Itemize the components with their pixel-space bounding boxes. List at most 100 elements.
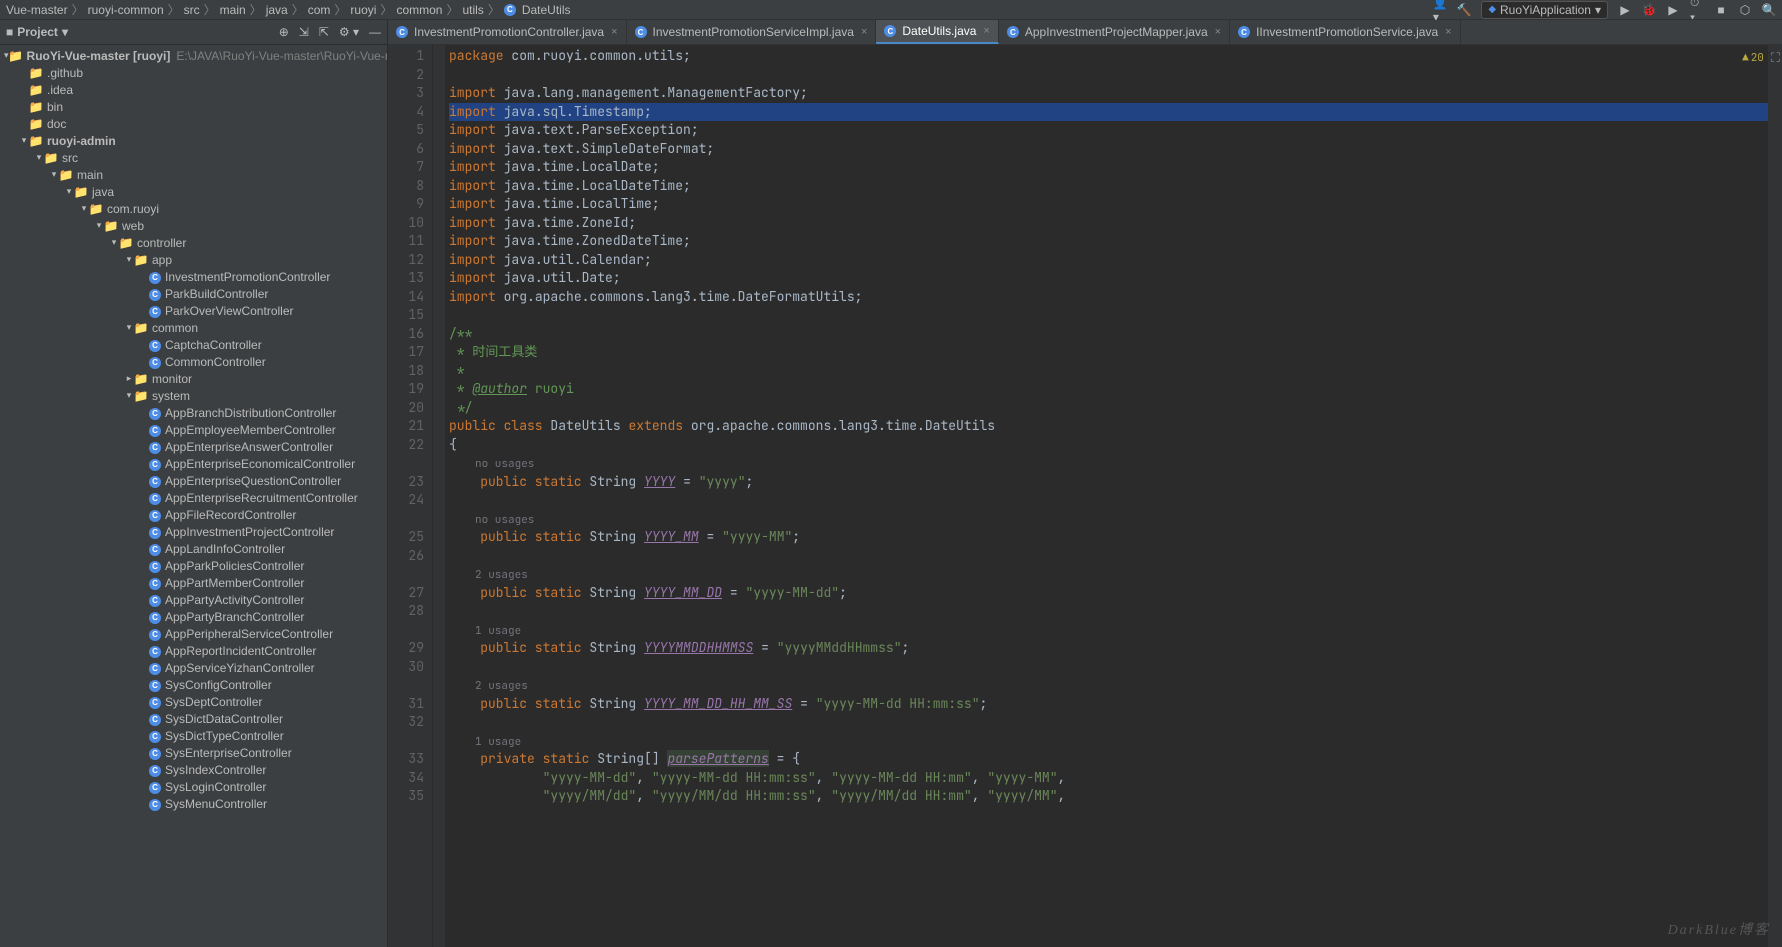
code-line[interactable]: { (449, 436, 1768, 455)
breadcrumb-item[interactable]: java (266, 3, 288, 17)
tree-row[interactable]: CAppEnterpriseAnswerController (0, 438, 387, 455)
project-title[interactable]: ■ Project ▾ (6, 25, 68, 39)
tree-row[interactable]: CAppPartyBranchController (0, 608, 387, 625)
tree-row[interactable]: CAppInvestmentProjectController (0, 523, 387, 540)
tree-arrow[interactable]: ▸ (124, 373, 134, 384)
code-line[interactable] (449, 491, 1768, 510)
tree-row[interactable]: CSysMenuController (0, 795, 387, 812)
expand-icon[interactable]: ⇲ (299, 25, 309, 39)
tree-arrow[interactable]: ▾ (124, 390, 134, 401)
code-line[interactable]: import java.text.ParseException; (449, 121, 1768, 140)
code-line[interactable]: public static String YYYY = "yyyy"; (449, 473, 1768, 492)
editor-tab[interactable]: CInvestmentPromotionController.java× (388, 20, 627, 44)
code-line[interactable] (449, 547, 1768, 566)
breadcrumb-item[interactable]: utils (462, 3, 483, 17)
code-line[interactable] (449, 602, 1768, 621)
tree-row[interactable]: CAppBranchDistributionController (0, 404, 387, 421)
breadcrumb-item[interactable]: com (308, 3, 331, 17)
close-icon[interactable]: × (861, 26, 867, 38)
breadcrumb-item[interactable]: common (396, 3, 442, 17)
tree-row[interactable]: CCaptchaController (0, 336, 387, 353)
build-icon[interactable]: 🔨 (1457, 3, 1471, 17)
tree-row[interactable]: CAppEnterpriseQuestionController (0, 472, 387, 489)
tree-row[interactable]: CInvestmentPromotionController (0, 268, 387, 285)
tree-row[interactable]: ▾📁ruoyi-admin (0, 132, 387, 149)
tree-row[interactable]: CCommonController (0, 353, 387, 370)
collapse-icon[interactable]: ⇱ (319, 25, 329, 39)
tree-row[interactable]: CAppPartMemberController (0, 574, 387, 591)
close-icon[interactable]: × (983, 25, 989, 37)
tree-row[interactable]: CAppParkPoliciesController (0, 557, 387, 574)
tree-row[interactable]: 📁bin (0, 98, 387, 115)
tree-arrow[interactable]: ▾ (49, 169, 59, 180)
code-line[interactable]: import java.util.Calendar; (449, 251, 1768, 270)
tree-row[interactable]: ▾📁app (0, 251, 387, 268)
tree-row[interactable]: CParkBuildController (0, 285, 387, 302)
code-line[interactable]: public static String YYYY_MM = "yyyy-MM"… (449, 528, 1768, 547)
tree-row[interactable]: CSysDictTypeController (0, 727, 387, 744)
tree-row[interactable]: ▾📁RuoYi-Vue-master [ruoyi] E:\JAVA\RuoYi… (0, 47, 387, 64)
tree-row[interactable]: CAppPartyActivityController (0, 591, 387, 608)
editor-tab[interactable]: CAppInvestmentProjectMapper.java× (999, 20, 1230, 44)
tree-row[interactable]: ▾📁controller (0, 234, 387, 251)
code-line[interactable]: public static String YYYYMMDDHHMMSS = "y… (449, 639, 1768, 658)
code-line[interactable]: public static String YYYY_MM_DD_HH_MM_SS… (449, 695, 1768, 714)
usage-hint[interactable]: 2 usages (475, 677, 528, 696)
tree-row[interactable]: CSysConfigController (0, 676, 387, 693)
locate-icon[interactable]: ⊕ (279, 25, 289, 39)
editor-tab[interactable]: CInvestmentPromotionServiceImpl.java× (627, 20, 877, 44)
tree-row[interactable]: CAppEnterpriseRecruitmentController (0, 489, 387, 506)
project-tree[interactable]: ▾📁RuoYi-Vue-master [ruoyi] E:\JAVA\RuoYi… (0, 45, 387, 947)
code-line[interactable]: private static String[] parsePatterns = … (449, 750, 1768, 769)
code-area[interactable]: package com.ruoyi.common.utils; import j… (445, 45, 1768, 947)
profile-icon[interactable]: ⏱▾ (1690, 3, 1704, 17)
code-line[interactable]: import java.time.ZoneId; (449, 214, 1768, 233)
breadcrumb-item[interactable]: ruoyi-common (88, 3, 164, 17)
tree-row[interactable]: ▾📁com.ruoyi (0, 200, 387, 217)
editor-tab[interactable]: CIInvestmentPromotionService.java× (1230, 20, 1461, 44)
usage-hint[interactable]: 1 usage (475, 622, 521, 641)
editor-tab[interactable]: CDateUtils.java× (876, 20, 998, 44)
tree-arrow[interactable]: ▾ (109, 237, 119, 248)
run-icon[interactable]: ▶ (1618, 3, 1632, 17)
tree-row[interactable]: CSysLoginController (0, 778, 387, 795)
settings-icon[interactable]: ⚙ ▾ (339, 25, 359, 39)
tree-row[interactable]: CParkOverViewController (0, 302, 387, 319)
tree-row[interactable]: ▾📁system (0, 387, 387, 404)
tree-row[interactable]: 📁.idea (0, 81, 387, 98)
code-line[interactable]: import java.time.LocalDateTime; (449, 177, 1768, 196)
tree-row[interactable]: CAppReportIncidentController (0, 642, 387, 659)
warning-count[interactable]: ▲20⛶ (1742, 49, 1780, 68)
breadcrumb[interactable]: Vue-master〉ruoyi-common〉src〉main〉java〉co… (6, 1, 571, 18)
close-icon[interactable]: × (1215, 26, 1221, 38)
code-line[interactable]: package com.ruoyi.common.utils; (449, 47, 1768, 66)
tree-row[interactable]: CSysIndexController (0, 761, 387, 778)
tree-row[interactable]: CAppEmployeeMemberController (0, 421, 387, 438)
close-icon[interactable]: × (611, 26, 617, 38)
code-line[interactable]: import org.apache.commons.lang3.time.Dat… (449, 288, 1768, 307)
code-line[interactable]: * (449, 362, 1768, 381)
tree-arrow[interactable]: ▾ (94, 220, 104, 231)
code-line[interactable]: "yyyy-MM-dd", "yyyy-MM-dd HH:mm:ss", "yy… (449, 769, 1768, 788)
tree-arrow[interactable]: ▾ (124, 254, 134, 265)
tree-arrow[interactable]: ▾ (79, 203, 89, 214)
code-line[interactable] (449, 306, 1768, 325)
debug-icon[interactable]: 🐞 (1642, 3, 1656, 17)
tree-row[interactable]: CSysDictDataController (0, 710, 387, 727)
code-line[interactable]: public static String YYYY_MM_DD = "yyyy-… (449, 584, 1768, 603)
tree-row[interactable]: CSysEnterpriseController (0, 744, 387, 761)
code-line[interactable]: /** (449, 325, 1768, 344)
breadcrumb-item[interactable]: main (220, 3, 246, 17)
code-line[interactable]: import java.lang.management.ManagementFa… (449, 84, 1768, 103)
coverage-icon[interactable]: ▶ (1666, 3, 1680, 17)
code-line[interactable]: import java.text.SimpleDateFormat; (449, 140, 1768, 159)
tree-row[interactable]: 📁.github (0, 64, 387, 81)
tree-row[interactable]: CSysDeptController (0, 693, 387, 710)
tree-row[interactable]: ▾📁main (0, 166, 387, 183)
code-line[interactable]: "yyyy/MM/dd", "yyyy/MM/dd HH:mm:ss", "yy… (449, 787, 1768, 806)
code-line[interactable]: * @author ruoyi (449, 380, 1768, 399)
tree-arrow[interactable]: ▾ (19, 135, 29, 146)
breadcrumb-item[interactable]: ruoyi (350, 3, 376, 17)
code-line[interactable] (449, 713, 1768, 732)
usage-hint[interactable]: 1 usage (475, 733, 521, 752)
